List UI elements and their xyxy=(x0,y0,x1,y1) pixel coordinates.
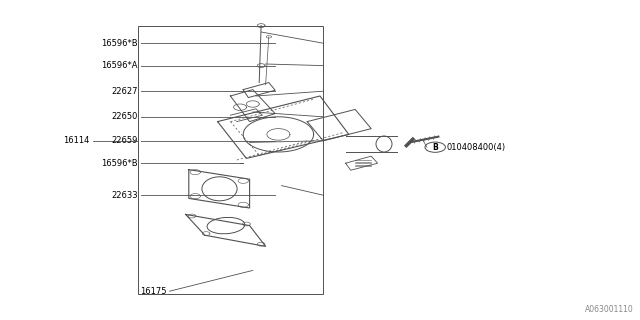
Text: 22627: 22627 xyxy=(111,87,138,96)
Text: 16596*A: 16596*A xyxy=(101,61,138,70)
Circle shape xyxy=(425,142,445,152)
Text: 22650: 22650 xyxy=(111,112,138,121)
Text: 16596*B: 16596*B xyxy=(101,39,138,48)
Text: 010408400(4): 010408400(4) xyxy=(447,143,506,152)
Text: 22633: 22633 xyxy=(111,191,138,200)
Text: A063001110: A063001110 xyxy=(585,305,634,314)
Text: 16596*B: 16596*B xyxy=(101,159,138,168)
Text: 16114: 16114 xyxy=(63,136,90,145)
Text: 22659: 22659 xyxy=(111,136,138,145)
Bar xyxy=(138,26,323,294)
Text: 16175: 16175 xyxy=(140,287,166,296)
Text: B: B xyxy=(433,143,438,152)
